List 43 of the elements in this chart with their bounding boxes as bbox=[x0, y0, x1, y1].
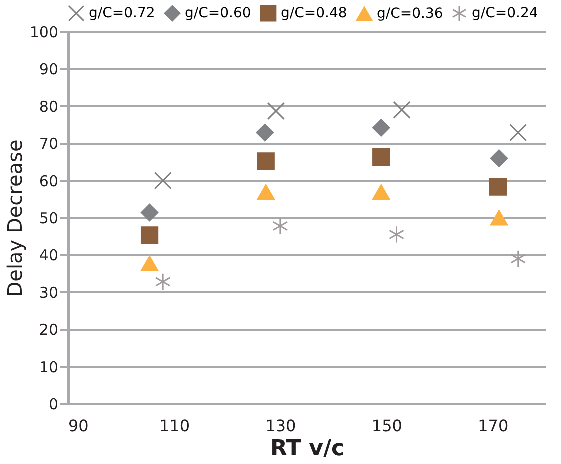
y-axis-title: Delay Decrease bbox=[2, 140, 27, 298]
point bbox=[393, 101, 411, 119]
point bbox=[388, 226, 405, 244]
x-tick-label: 170 bbox=[478, 416, 509, 436]
y-tick-label: 80 bbox=[39, 98, 58, 116]
point bbox=[272, 217, 288, 235]
x-tick-label: 150 bbox=[372, 416, 402, 436]
legend-label: g/C=0.36 bbox=[377, 6, 444, 22]
point bbox=[257, 184, 275, 200]
y-tick-label: 50 bbox=[39, 210, 58, 228]
point bbox=[372, 148, 390, 166]
x-tick-label: 110 bbox=[159, 416, 190, 436]
point bbox=[510, 124, 528, 142]
point bbox=[140, 204, 159, 222]
y-tick-label: 0 bbox=[48, 396, 58, 414]
y-tick-label: 100 bbox=[30, 24, 58, 42]
point bbox=[490, 210, 508, 226]
point bbox=[154, 172, 172, 190]
legend-label: g/C=0.72 bbox=[89, 6, 156, 22]
point bbox=[267, 102, 286, 120]
x-axis-title: RT v/c bbox=[270, 436, 345, 462]
point bbox=[140, 226, 159, 244]
point bbox=[372, 119, 390, 137]
point bbox=[256, 124, 274, 142]
point bbox=[490, 150, 508, 168]
legend-label: g/C=0.60 bbox=[185, 6, 252, 22]
y-tick-label: 90 bbox=[39, 60, 58, 79]
point bbox=[257, 152, 275, 170]
legend-label: g/C=0.24 bbox=[472, 6, 538, 22]
point bbox=[155, 273, 171, 291]
point bbox=[372, 184, 390, 200]
y-tick-label: 60 bbox=[39, 172, 58, 190]
y-tick-label: 30 bbox=[39, 284, 58, 302]
legend-label: g/C=0.48 bbox=[281, 6, 348, 22]
y-tick-label: 10 bbox=[39, 358, 58, 376]
point bbox=[489, 178, 508, 196]
y-tick-label: 70 bbox=[39, 135, 58, 154]
x-tick-label: 130 bbox=[266, 416, 296, 436]
y-tick-label: 40 bbox=[39, 246, 58, 265]
y-tick-label: 20 bbox=[39, 321, 58, 340]
x-tick-label: 90 bbox=[68, 416, 89, 436]
point bbox=[140, 256, 159, 272]
point bbox=[510, 250, 526, 268]
